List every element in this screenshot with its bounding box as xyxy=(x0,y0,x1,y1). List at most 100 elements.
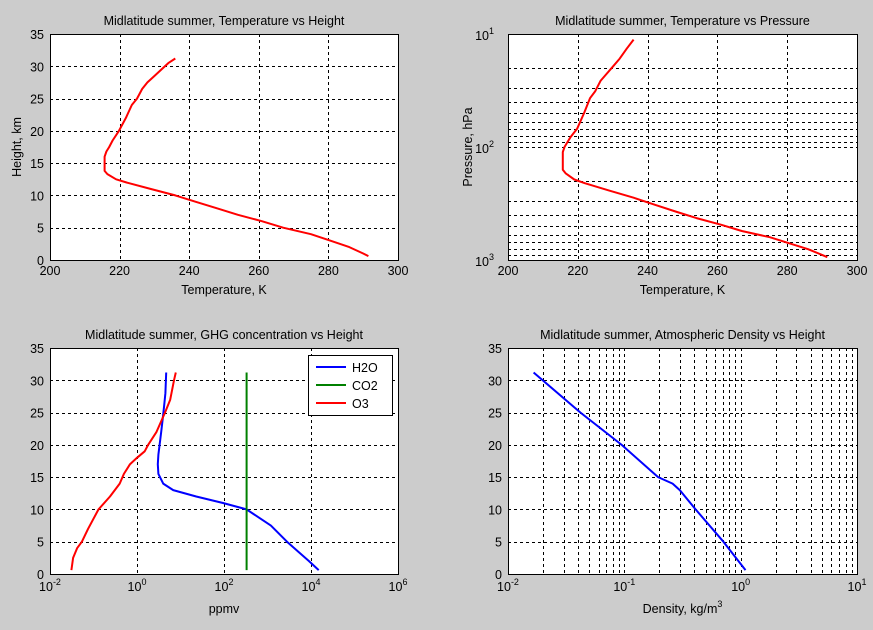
y-tick-label: 15 xyxy=(30,471,44,485)
x-tick-base: 10 xyxy=(613,580,627,594)
subplot-1: 200 220 240 260 280 300 0 5 10 15 20 25 30 35 Midlatit… xyxy=(10,14,408,297)
y-tick-label: 0 xyxy=(37,568,44,582)
y-tick-label: 10 xyxy=(488,503,502,517)
x-tick-label: 10-1 xyxy=(613,577,635,594)
axes-frame xyxy=(50,34,399,261)
x-tick-label: 240 xyxy=(637,264,658,278)
x-tick-exponent: -2 xyxy=(53,577,61,587)
legend-label: H2O xyxy=(352,361,378,375)
y-tick-exponent: 1 xyxy=(489,26,494,36)
y-tick-base: 10 xyxy=(475,255,489,269)
x-tick-exponent: -1 xyxy=(627,577,635,587)
y-tick-label: 25 xyxy=(30,93,44,107)
y-tick-label: 0 xyxy=(495,568,502,582)
x-tick-label: 260 xyxy=(248,264,269,278)
plot-area xyxy=(50,34,398,260)
chart-title: Midlatitude summer, Temperature vs Heigh… xyxy=(104,14,345,28)
subplot-3: 10-2 100 102 104 10605101520253035Midlatitud… xyxy=(30,328,407,616)
chart-title: Midlatitude summer, Atmospheric Density … xyxy=(540,328,825,342)
series-line-temperature xyxy=(103,57,369,257)
x-axis-label: Temperature, K xyxy=(181,283,267,297)
y-tick-label: 10 xyxy=(30,189,44,203)
y-tick-label: 20 xyxy=(30,125,44,139)
legend-label: O3 xyxy=(352,397,369,411)
x-axis-label-sup: 3 xyxy=(717,599,722,609)
x-tick-label: 220 xyxy=(109,264,130,278)
y-tick-label: 0 xyxy=(37,254,44,268)
series-line-o3 xyxy=(70,372,177,571)
series-line-temperature xyxy=(561,38,828,259)
axes-frame xyxy=(508,348,858,575)
x-tick-exponent: 6 xyxy=(402,577,407,587)
y-tick-label: 25 xyxy=(30,407,44,421)
x-axis-label: Temperature, K xyxy=(640,283,726,297)
y-axis-label: Pressure, hPa xyxy=(461,107,475,186)
y-tick-label: 5 xyxy=(495,536,502,550)
y-tick-label: 35 xyxy=(30,342,44,356)
y-tick-exponent: 2 xyxy=(489,139,494,149)
x-tick-base: 10 xyxy=(128,580,142,594)
y-tick-label: 30 xyxy=(488,374,502,388)
x-axis-label: ppmv xyxy=(209,602,240,616)
x-tick-label: 200 xyxy=(40,264,61,278)
legend-label: CO2 xyxy=(352,379,378,393)
y-tick-label: 5 xyxy=(37,222,44,236)
y-axis-label: Height, km xyxy=(10,117,24,177)
x-tick-base: 10 xyxy=(848,580,862,594)
x-tick-base: 10 xyxy=(389,580,403,594)
y-tick-label: 35 xyxy=(30,28,44,42)
x-tick-base: 10 xyxy=(215,580,229,594)
x-tick-label: 106 xyxy=(389,577,408,594)
x-tick-label: 104 xyxy=(302,577,321,594)
x-tick-base: 10 xyxy=(39,580,53,594)
y-tick-label: 103 xyxy=(475,252,494,269)
x-tick-label: 240 xyxy=(179,264,200,278)
x-tick-base: 10 xyxy=(497,580,511,594)
x-tick-label: 220 xyxy=(567,264,588,278)
x-axis-label-text: ppmv xyxy=(209,602,240,616)
x-axis-label: Density, kg/m3 xyxy=(643,599,723,616)
x-tick-label: 100 xyxy=(128,577,147,594)
x-tick-base: 10 xyxy=(731,580,745,594)
y-tick-base: 10 xyxy=(475,142,489,156)
series-line-density xyxy=(532,371,747,571)
x-tick-exponent: 2 xyxy=(228,577,233,587)
x-tick-label: 101 xyxy=(848,577,867,594)
x-tick-label: 300 xyxy=(847,264,868,278)
y-tick-label: 15 xyxy=(30,157,44,171)
y-tick-label: 15 xyxy=(488,471,502,485)
y-tick-exponent: 3 xyxy=(489,252,494,262)
x-tick-exponent: 0 xyxy=(745,577,750,587)
x-tick-exponent: 1 xyxy=(861,577,866,587)
x-axis-label-text: Temperature, K xyxy=(181,283,267,297)
y-tick-label: 30 xyxy=(30,374,44,388)
x-tick-base: 10 xyxy=(302,580,316,594)
x-tick-label: 100 xyxy=(731,577,750,594)
y-tick-label: 5 xyxy=(37,536,44,550)
y-tick-label: 25 xyxy=(488,407,502,421)
y-tick-label: 102 xyxy=(475,139,494,156)
x-axis-label-text: Density, kg/m xyxy=(643,602,718,616)
y-tick-label: 20 xyxy=(30,439,44,453)
x-tick-label: 102 xyxy=(215,577,234,594)
y-tick-label: 10 xyxy=(30,503,44,517)
x-tick-label: 200 xyxy=(498,264,519,278)
x-tick-label: 280 xyxy=(318,264,339,278)
y-tick-label: 30 xyxy=(30,60,44,74)
x-tick-exponent: 4 xyxy=(315,577,320,587)
axes-frame xyxy=(50,348,399,575)
chart-title: Midlatitude summer, Temperature vs Press… xyxy=(555,14,810,28)
x-axis-label-text: Temperature, K xyxy=(640,283,726,297)
x-tick-exponent: 0 xyxy=(141,577,146,587)
x-tick-label: 10-2 xyxy=(39,577,61,594)
axes-frame xyxy=(508,34,858,261)
x-tick-label: 300 xyxy=(388,264,409,278)
legend: H2O CO2 O3 xyxy=(308,355,393,416)
y-tick-label: 35 xyxy=(488,342,502,356)
chart-title: Midlatitude summer, GHG concentration vs… xyxy=(85,328,363,342)
y-tick-base: 10 xyxy=(475,29,489,43)
y-tick-label: 20 xyxy=(488,439,502,453)
